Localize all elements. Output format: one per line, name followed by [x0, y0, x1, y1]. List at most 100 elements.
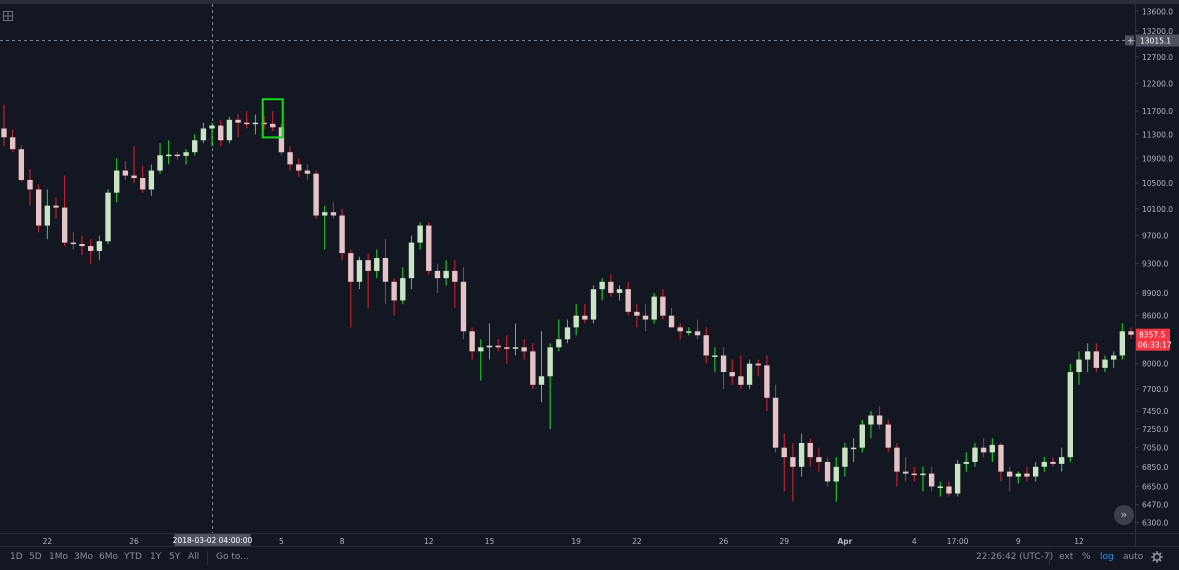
price-tick-label: 6470.0 [1142, 501, 1168, 510]
candle-body [18, 149, 25, 180]
candle-body [105, 192, 111, 242]
price-tick-label: 7050.0 [1142, 444, 1168, 453]
time-tick-label: 26 [129, 537, 139, 546]
candle-body [504, 347, 510, 349]
candle-body [209, 125, 215, 129]
auto-scale-toggle[interactable]: auto [1123, 552, 1144, 562]
range-6mo-button[interactable]: 6Mo [99, 552, 118, 562]
candle-body [1, 128, 7, 138]
goto-date-button[interactable]: Go to... [216, 552, 249, 562]
gear-icon[interactable] [1151, 551, 1163, 563]
candle-body [287, 152, 293, 165]
candle-body [339, 215, 345, 254]
fullscreen-icon[interactable] [3, 11, 13, 21]
candle-body [53, 205, 59, 208]
candle-body [1093, 351, 1100, 368]
candle-body [668, 315, 675, 328]
candle-body [772, 397, 779, 448]
time-tick-label: 19 [571, 537, 581, 546]
candle-body [183, 152, 189, 156]
candle-body [365, 260, 371, 271]
price-tick-label: 10100.0 [1142, 205, 1173, 214]
percent-scale-toggle[interactable]: % [1082, 552, 1091, 562]
range-3mo-button[interactable]: 3Mo [74, 552, 93, 562]
range-ytd-button[interactable]: YTD [124, 552, 142, 562]
candle-body [850, 447, 857, 450]
price-tick-label: 12700.0 [1142, 53, 1173, 62]
price-tick-label: 9700.0 [1142, 232, 1168, 241]
candle-body [634, 311, 640, 316]
time-tick-label: 17:00 [947, 537, 969, 546]
candle-body [218, 125, 224, 141]
candle-body [296, 164, 302, 171]
range-5d-button[interactable]: 5D [29, 552, 42, 562]
candle-body [1041, 461, 1047, 467]
price-tick-label: 6650.0 [1142, 482, 1168, 491]
candle-body [1006, 471, 1013, 477]
extended-hours-toggle[interactable]: ext [1059, 552, 1074, 562]
candle-body [114, 170, 120, 193]
candle-body [859, 424, 865, 448]
candle-body [443, 270, 449, 279]
scroll-to-realtime-button[interactable]: » [1114, 505, 1134, 525]
time-tick-label: 12 [424, 537, 434, 546]
candle-body [174, 154, 181, 157]
candle-body [391, 281, 397, 301]
candlestick-chart[interactable]: 13600.0 13200.0 12700.0 12200.0 11700.0 11300… [0, 0, 1179, 546]
candle-body [1128, 331, 1134, 335]
candle-body [677, 327, 683, 332]
candle-body [1024, 473, 1030, 477]
candle-body [356, 260, 363, 282]
candle-body [270, 123, 276, 128]
candle-body [911, 473, 917, 476]
candle-body [252, 122, 259, 125]
candle-body [61, 207, 68, 243]
candle-body [989, 444, 995, 453]
price-tick-label: 10900.0 [1142, 154, 1173, 163]
price-tick-label: 8900.0 [1142, 289, 1168, 298]
candle-body [348, 253, 354, 282]
toolbar-divider [207, 551, 208, 565]
candle-body [746, 363, 753, 385]
crosshair-price-label-bg [1136, 34, 1179, 47]
candle-body [434, 270, 441, 279]
range-1mo-button[interactable]: 1Mo [49, 552, 68, 562]
candle-body [521, 347, 527, 352]
candle-body [1110, 355, 1117, 360]
candle-body [278, 127, 285, 153]
candle-body [44, 205, 51, 226]
candle-body [313, 173, 319, 216]
candle-body [400, 278, 406, 301]
add-alert-button-bg [1125, 35, 1134, 46]
countdown-label: 06:33:17 [1138, 341, 1172, 350]
candle-body [686, 331, 692, 333]
candle-body [573, 315, 579, 328]
log-scale-toggle[interactable]: log [1100, 552, 1114, 562]
price-tick-label: 11700.0 [1142, 107, 1173, 116]
candle-body [1067, 372, 1074, 458]
last-price-label-bg [1136, 328, 1170, 351]
range-5y-button[interactable]: 5Y [169, 552, 181, 562]
price-tick-label: 7250.0 [1142, 425, 1168, 434]
candle-body [1058, 457, 1065, 464]
time-tick-label: 29 [779, 537, 789, 546]
candle-body [417, 225, 423, 243]
candle-body [261, 122, 267, 125]
time-tick-label: 22 [43, 537, 53, 546]
candle-body [729, 372, 735, 377]
range-1d-button[interactable]: 1D [10, 552, 23, 562]
candle-body [694, 331, 701, 336]
range-all-button[interactable]: All [188, 552, 200, 562]
range-1y-button[interactable]: 1Y [150, 552, 162, 562]
candle-body [868, 415, 874, 425]
candle-body [35, 189, 42, 226]
candle-body [833, 466, 839, 482]
price-tick-label: 7450.0 [1142, 407, 1168, 416]
candle-body [928, 473, 935, 487]
candle-body [1119, 331, 1126, 356]
clock-timezone[interactable]: 22:26:42 (UTC-7) [976, 552, 1054, 562]
candle-body [564, 327, 571, 340]
candle-body [764, 365, 770, 398]
crosshair-price-label: 13015.1 [1140, 37, 1171, 46]
